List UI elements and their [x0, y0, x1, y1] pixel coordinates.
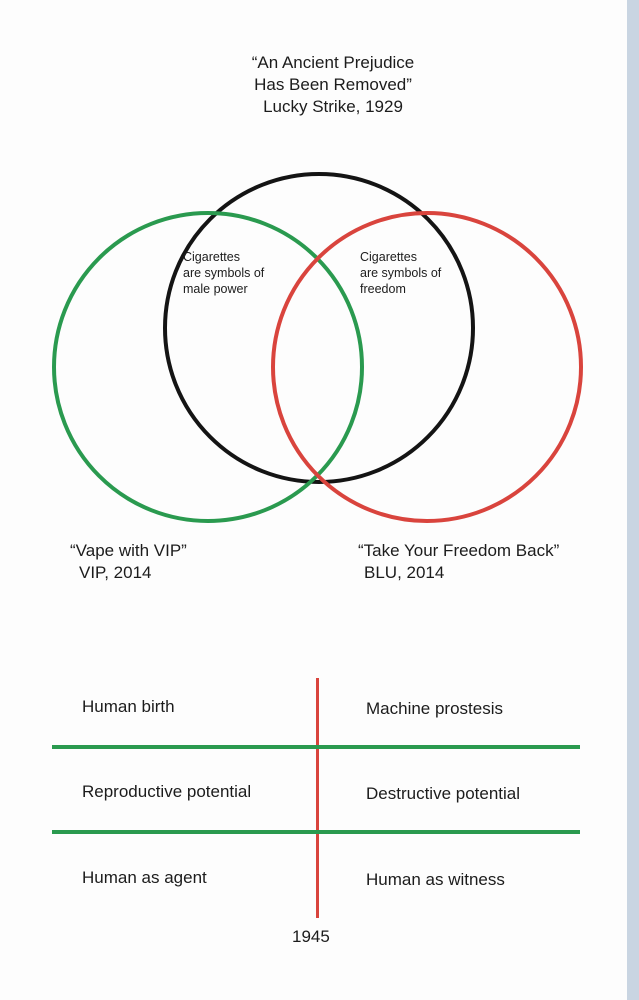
row3-left-cell: Human as agent: [82, 868, 207, 887]
venn-top-caption: “An Ancient Prejudice Has Been Removed” …: [228, 52, 438, 118]
venn-top-source: Lucky Strike, 1929: [263, 97, 403, 116]
overlap-freedom-line1: Cigarettes: [360, 250, 417, 264]
venn-circle-top: [163, 172, 475, 484]
venn-right-caption: “Take Your Freedom Back” BLU, 2014: [358, 540, 618, 584]
comparison-table: Human birth Machine prostesis Reproducti…: [0, 670, 639, 960]
horizontal-divider-1: [52, 745, 580, 749]
venn-right-source: BLU, 2014: [364, 563, 445, 582]
overlap-freedom: Cigarettes are symbols of freedom: [360, 249, 470, 297]
venn-circle-right: [271, 211, 583, 523]
divider-year-label: 1945: [292, 927, 330, 946]
venn-left-quote: “Vape with VIP”: [70, 541, 187, 560]
overlap-freedom-line2: are symbols of: [360, 266, 442, 280]
overlap-male-power-line2: are symbols of: [183, 266, 265, 280]
horizontal-divider-2: [52, 830, 580, 834]
row1-left-cell: Human birth: [82, 697, 175, 716]
row2-left-cell: Reproductive potential: [82, 782, 252, 801]
venn-diagram: [52, 172, 583, 523]
venn-top-quote-line2: Has Been Removed”: [254, 75, 412, 94]
overlap-male-power-line1: Cigarettes: [183, 250, 240, 264]
row3-right-cell: Human as witness: [366, 870, 505, 889]
row2-right-cell: Destructive potential: [366, 784, 521, 803]
venn-right-quote: “Take Your Freedom Back”: [358, 541, 560, 560]
venn-circle-left: [52, 211, 364, 523]
overlap-male-power-line3: male power: [183, 282, 248, 296]
vertical-divider: [316, 678, 319, 918]
venn-left-caption: “Vape with VIP” VIP, 2014: [70, 540, 270, 584]
page-edge: [627, 0, 639, 1000]
venn-left-source: VIP, 2014: [79, 563, 152, 582]
overlap-freedom-line3: freedom: [360, 282, 406, 296]
row1-right-cell: Machine prostesis: [366, 699, 504, 718]
overlap-male-power: Cigarettes are symbols of male power: [183, 249, 293, 297]
venn-top-quote-line1: “An Ancient Prejudice: [251, 53, 415, 72]
